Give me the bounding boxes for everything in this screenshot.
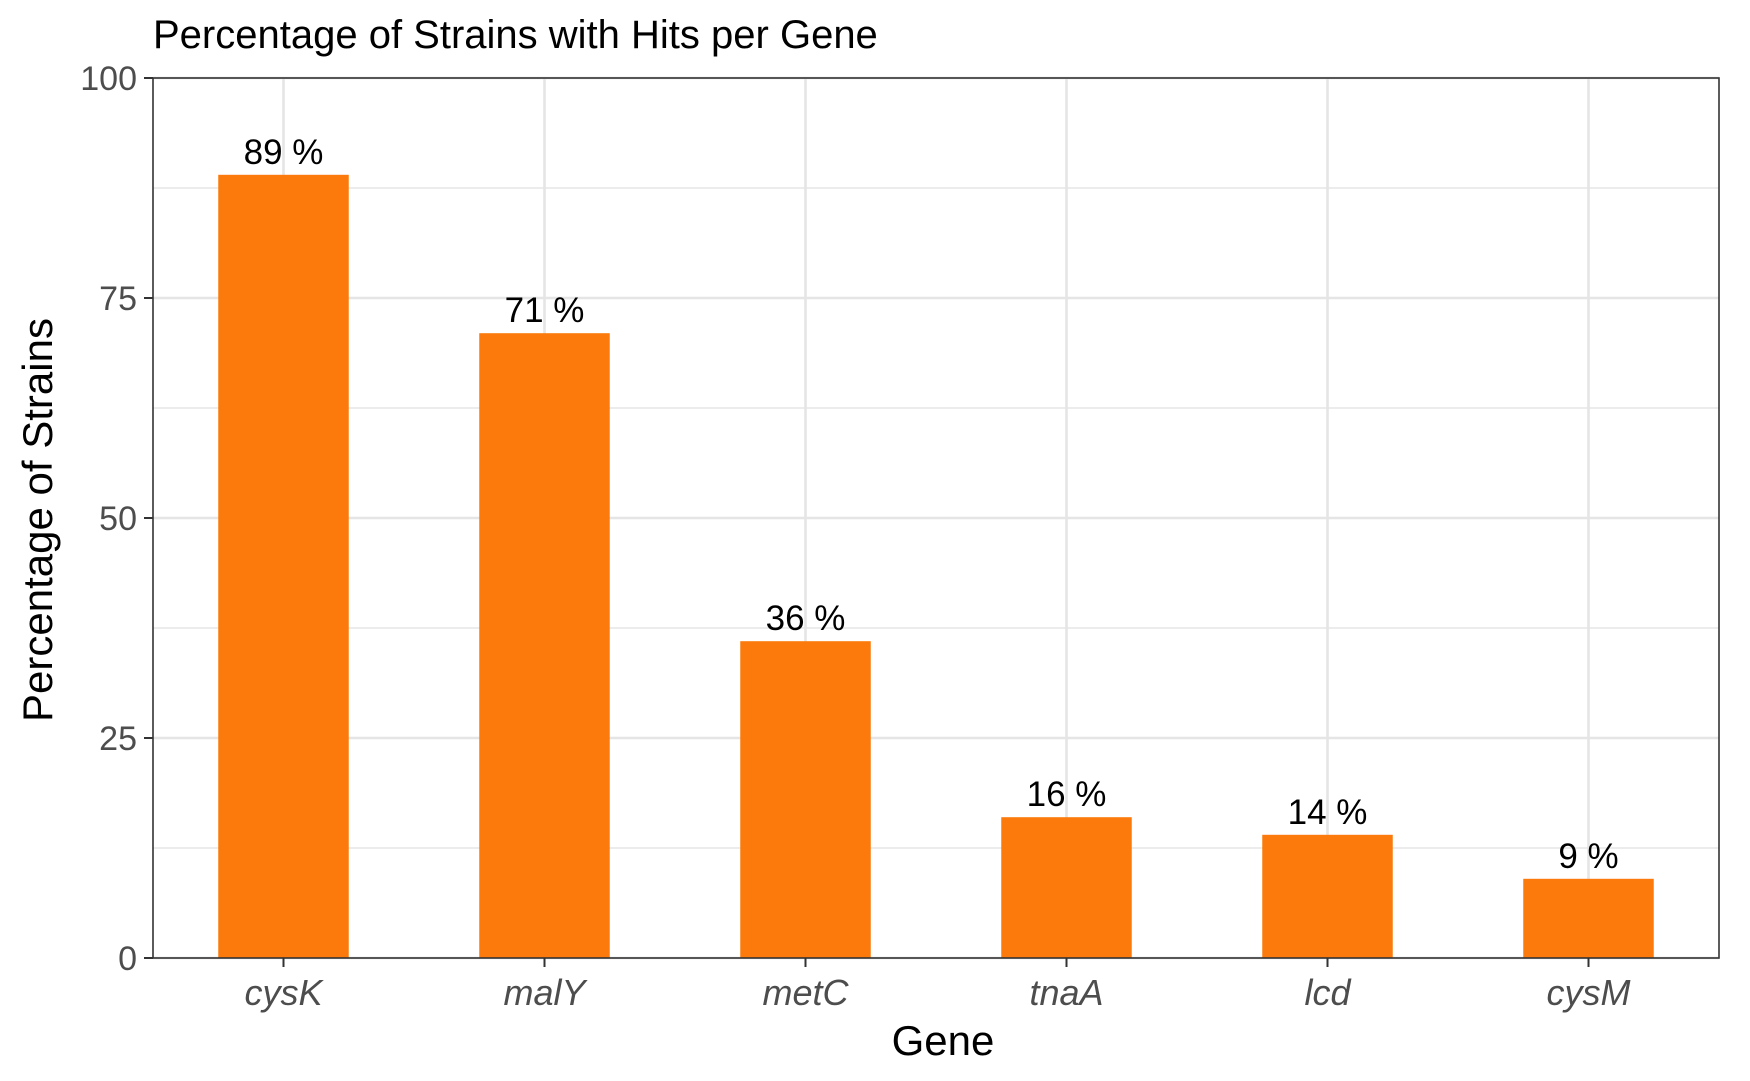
y-tick-label: 25: [99, 720, 137, 758]
chart-title: Percentage of Strains with Hits per Gene: [153, 13, 878, 57]
bar-cysM: [1523, 878, 1654, 958]
axis-ticks: 0 25 50 75 100 cysK malY metC tnaA lcd cysM: [80, 60, 1630, 1013]
x-tick-label-cysK: cysK: [244, 972, 324, 1013]
y-axis-title: Percentage of Strains: [14, 318, 61, 722]
data-label-lcd: 14 %: [1288, 793, 1368, 832]
y-tick-label: 75: [99, 280, 137, 318]
x-tick-label-malY: malY: [503, 972, 588, 1013]
x-tick-label-tnaA: tnaA: [1029, 972, 1103, 1013]
bars: [218, 174, 1654, 959]
bar-tnaA: [1001, 817, 1132, 958]
x-axis-title: Gene: [892, 1017, 995, 1064]
bar-malY: [479, 333, 610, 958]
data-labels: 89 % 71 % 36 % 16 % 14 % 9 %: [244, 133, 1619, 876]
bar-metC: [740, 641, 871, 958]
y-tick-label: 50: [99, 500, 137, 538]
data-label-tnaA: 16 %: [1027, 775, 1107, 814]
y-tick-label: 0: [118, 940, 137, 978]
data-label-cysK: 89 %: [244, 133, 324, 172]
data-label-malY: 71 %: [505, 291, 585, 330]
grid-lines: [153, 76, 1719, 960]
x-tick-label-cysM: cysM: [1547, 972, 1631, 1013]
bar-lcd: [1262, 834, 1393, 958]
y-tick-label: 100: [80, 60, 137, 98]
x-tick-label-lcd: lcd: [1304, 972, 1351, 1013]
data-label-cysM: 9 %: [1558, 837, 1618, 876]
data-label-metC: 36 %: [766, 599, 846, 638]
bar-cysK: [218, 174, 349, 959]
x-tick-label-metC: metC: [762, 972, 849, 1013]
